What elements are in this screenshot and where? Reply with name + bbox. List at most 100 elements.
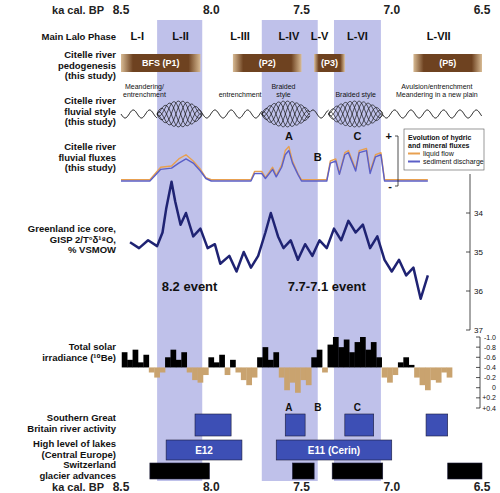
row-label-line: Citelle river — [64, 95, 116, 106]
interval — [292, 463, 314, 479]
row-label-line: GISP 2/T°δ¹⁸O, — [50, 234, 116, 245]
y-tick-label: 37 — [474, 326, 483, 335]
bar — [187, 367, 193, 372]
tick — [466, 330, 470, 331]
bar — [181, 352, 187, 367]
row-label: Citelle riverfluvial style(this study) — [64, 95, 116, 127]
x-tick-label: 7.5 — [293, 3, 310, 17]
data-line — [121, 151, 428, 181]
interval — [166, 440, 242, 460]
y-tick-label: +0.4 — [482, 405, 496, 412]
braid-channel — [262, 104, 310, 127]
row-label: Total solarirradiance (¹⁰Be) — [42, 341, 116, 363]
interval — [413, 54, 482, 72]
bar — [382, 367, 388, 377]
annotation: C — [353, 130, 361, 142]
annotation: B — [314, 402, 321, 413]
phase-label: L-IV — [278, 30, 299, 42]
bar — [208, 357, 214, 367]
x-tick-label: 6.5 — [474, 480, 491, 493]
bar — [133, 350, 139, 368]
meander-channel — [121, 110, 157, 118]
row-label-line: fluvial style — [64, 106, 116, 117]
tick — [476, 387, 480, 388]
row-label: High level of lakes(Central Europe) — [33, 438, 116, 460]
bar — [149, 367, 155, 372]
bar — [252, 367, 258, 377]
annotation: A — [285, 130, 293, 142]
y-tick-label: -1.0 — [484, 334, 496, 341]
legend-label: sediment discharge — [423, 158, 484, 166]
braid-channel — [329, 103, 383, 127]
tick — [395, 186, 398, 187]
bar — [414, 367, 420, 377]
legend-label: liquid flow — [423, 150, 455, 158]
x-tick-label: 6.5 — [474, 3, 491, 17]
braid-channel — [329, 102, 383, 127]
y-tick-label: -0.2 — [484, 374, 496, 381]
row-label: Citelle riverpedogenesis(this study) — [58, 49, 116, 81]
row-label-line: (this study) — [65, 116, 116, 127]
interval-row: BFS (P1)(P2)(P3)(P5) — [121, 54, 482, 72]
row-label-line: Britain river activity — [27, 423, 116, 434]
bar — [436, 367, 442, 382]
plot-area — [130, 182, 428, 299]
interval — [345, 414, 374, 436]
style-annotation: Meandering/ — [125, 83, 164, 91]
bar — [355, 342, 361, 367]
x-axis: ka cal. BP8.58.07.57.06.5 — [52, 3, 491, 17]
style-annotation: entrenchment — [123, 91, 166, 98]
legend-swatch — [408, 153, 420, 155]
braid-channel — [329, 101, 383, 125]
x-tick-label: 7.0 — [383, 3, 400, 17]
braid-channel — [157, 102, 202, 126]
event-band — [334, 20, 381, 481]
bar — [393, 367, 399, 375]
interval-label: BFS (P1) — [142, 58, 180, 68]
legend-swatch — [408, 161, 420, 163]
bar — [338, 347, 344, 367]
y-axis: -1.0-0.8-0.6-0.4-0.20+0.2+0.4 — [476, 334, 496, 412]
braid-channel — [262, 101, 310, 125]
bar — [122, 352, 128, 367]
style-annotation: Braided — [271, 83, 295, 90]
phase-label: L-I — [131, 30, 144, 42]
annotation: C — [354, 402, 361, 413]
row-label-line: High level of lakes — [33, 438, 116, 449]
interval-label: (P3) — [321, 58, 338, 68]
bar — [170, 350, 176, 368]
data-line — [130, 182, 428, 299]
bar-panel: -1.0-0.8-0.6-0.4-0.20+0.2+0.4ABC — [122, 334, 496, 414]
tick — [466, 291, 470, 292]
x-axis-title: ka cal. BP — [52, 481, 104, 493]
tick — [476, 347, 480, 348]
bar — [333, 337, 339, 367]
row-label: Southern GreatBritain river activity — [27, 412, 117, 434]
phases: L-IL-IIL-IIIL-IVL-VL-VIL-VII — [131, 30, 451, 42]
tick — [476, 357, 480, 358]
style-annotation: Avulsion/entrenchment — [401, 83, 472, 90]
tick — [476, 337, 480, 338]
tick — [466, 252, 470, 253]
meander-channel — [202, 110, 262, 118]
braid-channel — [157, 102, 202, 126]
bar — [165, 357, 171, 367]
bar — [143, 355, 149, 368]
bar — [192, 367, 198, 380]
bar — [176, 360, 182, 368]
interval — [276, 440, 392, 460]
annotation: B — [314, 151, 322, 163]
row-label-line: Switzerland — [63, 459, 116, 470]
bar — [371, 342, 377, 367]
x-tick-label: 7.5 — [293, 480, 310, 493]
interval-row: E12E11 (Cerin) — [166, 440, 392, 460]
meandering-segment — [383, 110, 482, 118]
bar — [284, 367, 290, 390]
bar — [219, 355, 225, 368]
bar — [273, 352, 279, 367]
phase-label: L-VI — [347, 30, 368, 42]
braided-segment — [157, 101, 202, 127]
line-panel: +-Evolution of hydricand mineral fluxesl… — [121, 129, 484, 192]
tick — [395, 136, 398, 137]
style-annotation: Braided style — [335, 91, 376, 99]
